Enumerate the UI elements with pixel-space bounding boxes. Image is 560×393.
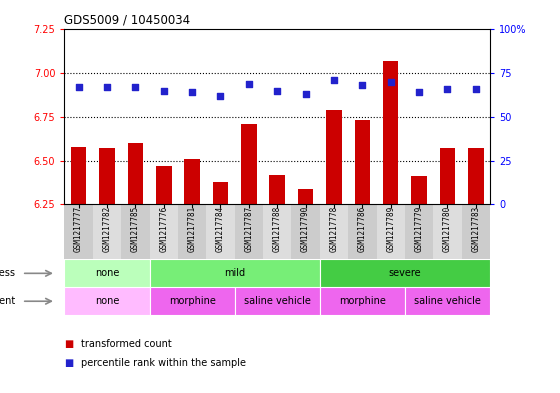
Bar (150, 287, 235, 315)
Point (472, 86, 480, 92)
Bar (121, 204, 150, 259)
Bar (263, 204, 291, 259)
Bar (320, 287, 405, 315)
Bar (93, 204, 121, 259)
Bar (64, 259, 150, 287)
Text: GDS5009 / 10450034: GDS5009 / 10450034 (64, 14, 190, 27)
Bar (320, 259, 490, 287)
Bar (71, 147, 86, 204)
Text: GSM1217783: GSM1217783 (472, 206, 480, 252)
Bar (320, 204, 348, 259)
Point (244, 81, 253, 87)
Point (414, 89, 423, 95)
Bar (64, 204, 93, 259)
Point (386, 79, 395, 85)
Bar (235, 204, 263, 259)
Text: ■: ■ (64, 339, 74, 349)
Point (159, 88, 168, 94)
Text: GSM1217788: GSM1217788 (273, 206, 282, 252)
Point (216, 93, 225, 99)
Text: none: none (95, 268, 119, 278)
Bar (241, 124, 256, 204)
Text: none: none (95, 296, 119, 306)
Text: GSM1217786: GSM1217786 (358, 206, 367, 252)
Bar (128, 143, 143, 204)
Bar (433, 204, 461, 259)
Bar (405, 204, 433, 259)
Bar (184, 159, 200, 204)
Bar (213, 182, 228, 204)
Bar (354, 120, 370, 204)
Text: GSM1217777: GSM1217777 (74, 206, 83, 252)
Text: GSM1217790: GSM1217790 (301, 206, 310, 252)
Bar (291, 204, 320, 259)
Bar (411, 176, 427, 204)
Bar (64, 287, 150, 315)
Text: severe: severe (389, 268, 421, 278)
Point (74, 84, 83, 90)
Bar (440, 149, 455, 204)
Text: morphine: morphine (339, 296, 386, 306)
Point (102, 84, 111, 90)
Text: transformed count: transformed count (81, 339, 172, 349)
Bar (468, 149, 484, 204)
Point (131, 84, 140, 90)
Text: GSM1217784: GSM1217784 (216, 206, 225, 252)
Bar (348, 204, 376, 259)
Bar (156, 166, 171, 204)
Bar (461, 204, 490, 259)
Bar (235, 287, 320, 315)
Text: stress: stress (0, 268, 16, 278)
Point (329, 77, 338, 83)
Bar (206, 204, 235, 259)
Text: GSM1217782: GSM1217782 (102, 206, 111, 252)
Point (188, 89, 197, 95)
Text: GSM1217785: GSM1217785 (131, 206, 140, 252)
Bar (383, 61, 399, 204)
Point (443, 86, 452, 92)
Bar (298, 189, 314, 204)
Bar (150, 259, 320, 287)
Text: saline vehicle: saline vehicle (244, 296, 311, 306)
Point (301, 91, 310, 97)
Text: GSM1217779: GSM1217779 (414, 206, 423, 252)
Bar (178, 204, 206, 259)
Bar (150, 204, 178, 259)
Point (273, 88, 282, 94)
Text: morphine: morphine (169, 296, 216, 306)
Text: ■: ■ (64, 358, 74, 368)
Text: GSM1217789: GSM1217789 (386, 206, 395, 252)
Text: GSM1217780: GSM1217780 (443, 206, 452, 252)
Text: GSM1217776: GSM1217776 (159, 206, 168, 252)
Bar (405, 287, 490, 315)
Text: saline vehicle: saline vehicle (414, 296, 481, 306)
Bar (99, 149, 115, 204)
Text: GSM1217781: GSM1217781 (188, 206, 197, 252)
Text: mild: mild (224, 268, 245, 278)
Bar (269, 174, 285, 204)
Bar (326, 110, 342, 204)
Point (358, 82, 367, 88)
Text: agent: agent (0, 296, 16, 306)
Bar (376, 204, 405, 259)
Text: GSM1217787: GSM1217787 (244, 206, 253, 252)
Text: GSM1217778: GSM1217778 (329, 206, 338, 252)
Text: percentile rank within the sample: percentile rank within the sample (81, 358, 246, 368)
